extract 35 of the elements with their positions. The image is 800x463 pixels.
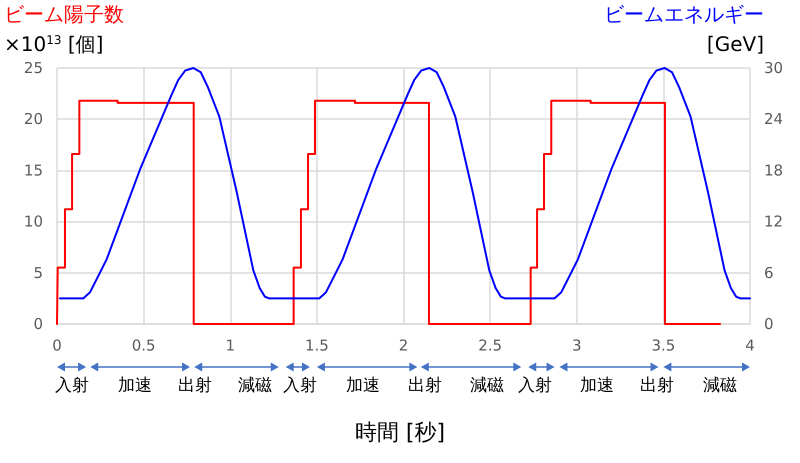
y2-tick-label: 30 [764, 59, 784, 77]
x-tick-label: 1.5 [304, 336, 329, 354]
text: 加速 [118, 376, 152, 396]
y2-axis-title: ビームエネルギー [GeV] [604, 2, 764, 56]
text: 入射 [55, 376, 89, 396]
y-tick-label: 5 [33, 264, 43, 282]
x-tick-label: 2 [398, 336, 408, 354]
text: 出射 [640, 376, 674, 396]
x-tick-label: 3 [572, 336, 582, 354]
y-tick-label: 25 [24, 59, 43, 77]
text: 減磁 [470, 376, 504, 396]
y2-tick-label: 24 [764, 110, 784, 128]
text: 減磁 [703, 376, 737, 396]
text: 出射 [408, 376, 442, 396]
x-axis-title: 時間 [秒] [354, 420, 446, 446]
y2-tick-label: 6 [764, 264, 774, 282]
x-tick-label: 1 [225, 336, 236, 354]
text: 減磁 [238, 376, 272, 396]
y-tick-label: 15 [24, 161, 43, 180]
x-tick-label: 3.5 [651, 336, 676, 354]
y2-tick-label: 18 [764, 161, 784, 180]
x-tick-label: 0.5 [132, 336, 156, 354]
x-tick-label: 0 [52, 336, 62, 354]
y2-tick-label: 0 [764, 315, 774, 333]
x-tick-label: 2.5 [478, 336, 502, 354]
text: 入射 [518, 376, 552, 396]
text: 出射 [178, 376, 212, 396]
text: 加速 [580, 376, 614, 396]
y-tick-label: 10 [24, 212, 43, 231]
text: 入射 [283, 376, 317, 396]
x-tick-label: 4 [745, 336, 755, 354]
y-tick-label: 20 [24, 110, 43, 128]
y2-tick-label: 12 [764, 212, 784, 231]
text: 加速 [346, 376, 380, 396]
y-tick-label: 0 [33, 315, 43, 333]
